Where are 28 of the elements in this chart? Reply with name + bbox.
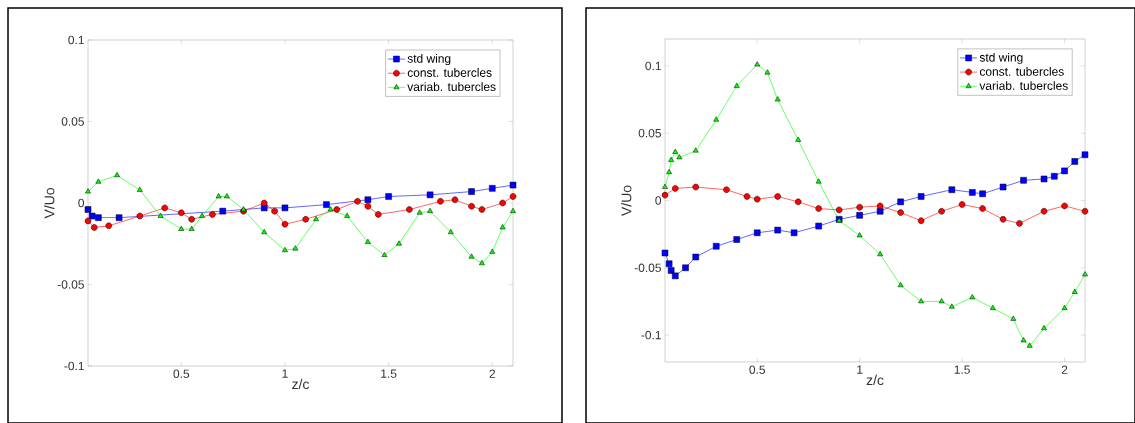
x-tick-label: 2 (489, 369, 495, 378)
x-tick-label: 2 (1061, 365, 1068, 374)
legend-label: const. tubercles (407, 68, 492, 77)
x-tick-label: 1 (282, 369, 288, 378)
y-tick-label: 0.1 (68, 35, 84, 45)
legend-label: const. tubercles (979, 67, 1064, 76)
legend-label: std wing (407, 53, 451, 66)
legend-label: std wing (979, 52, 1023, 65)
y-tick-label: 0 (655, 196, 662, 205)
y-tick-label: -0.05 (634, 263, 661, 273)
x-tick-label: 0.5 (173, 369, 190, 378)
y-tick-label: 0.05 (638, 128, 661, 138)
x-tick-label: 1.5 (954, 365, 970, 374)
y-axis-title: V/Uo (621, 185, 632, 216)
y-tick-label: 0 (78, 198, 85, 208)
y-tick-label: -0.1 (641, 330, 661, 340)
y-axis-title: V/Uo (44, 188, 55, 219)
x-axis-title: z/c (866, 374, 884, 386)
legend-label: variab. tubercles (407, 82, 496, 92)
y-tick-label: 0.05 (61, 117, 84, 126)
x-tick-label: 1.5 (381, 369, 397, 378)
x-tick-label: 0.5 (749, 365, 766, 374)
y-tick-label: 0.1 (645, 61, 661, 71)
legend-label: variab. tubercles (979, 81, 1068, 90)
y-tick-label: -0.1 (64, 361, 84, 371)
y-tick-label: -0.05 (57, 280, 84, 289)
x-axis-title: z/c (292, 378, 310, 390)
x-tick-label: 1 (857, 365, 863, 374)
